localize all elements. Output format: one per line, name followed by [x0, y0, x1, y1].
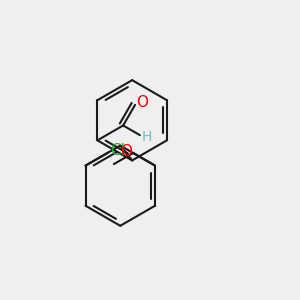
Text: O: O — [136, 95, 148, 110]
Text: Cl: Cl — [110, 143, 125, 158]
Text: H: H — [141, 130, 152, 144]
Text: O: O — [120, 144, 132, 159]
